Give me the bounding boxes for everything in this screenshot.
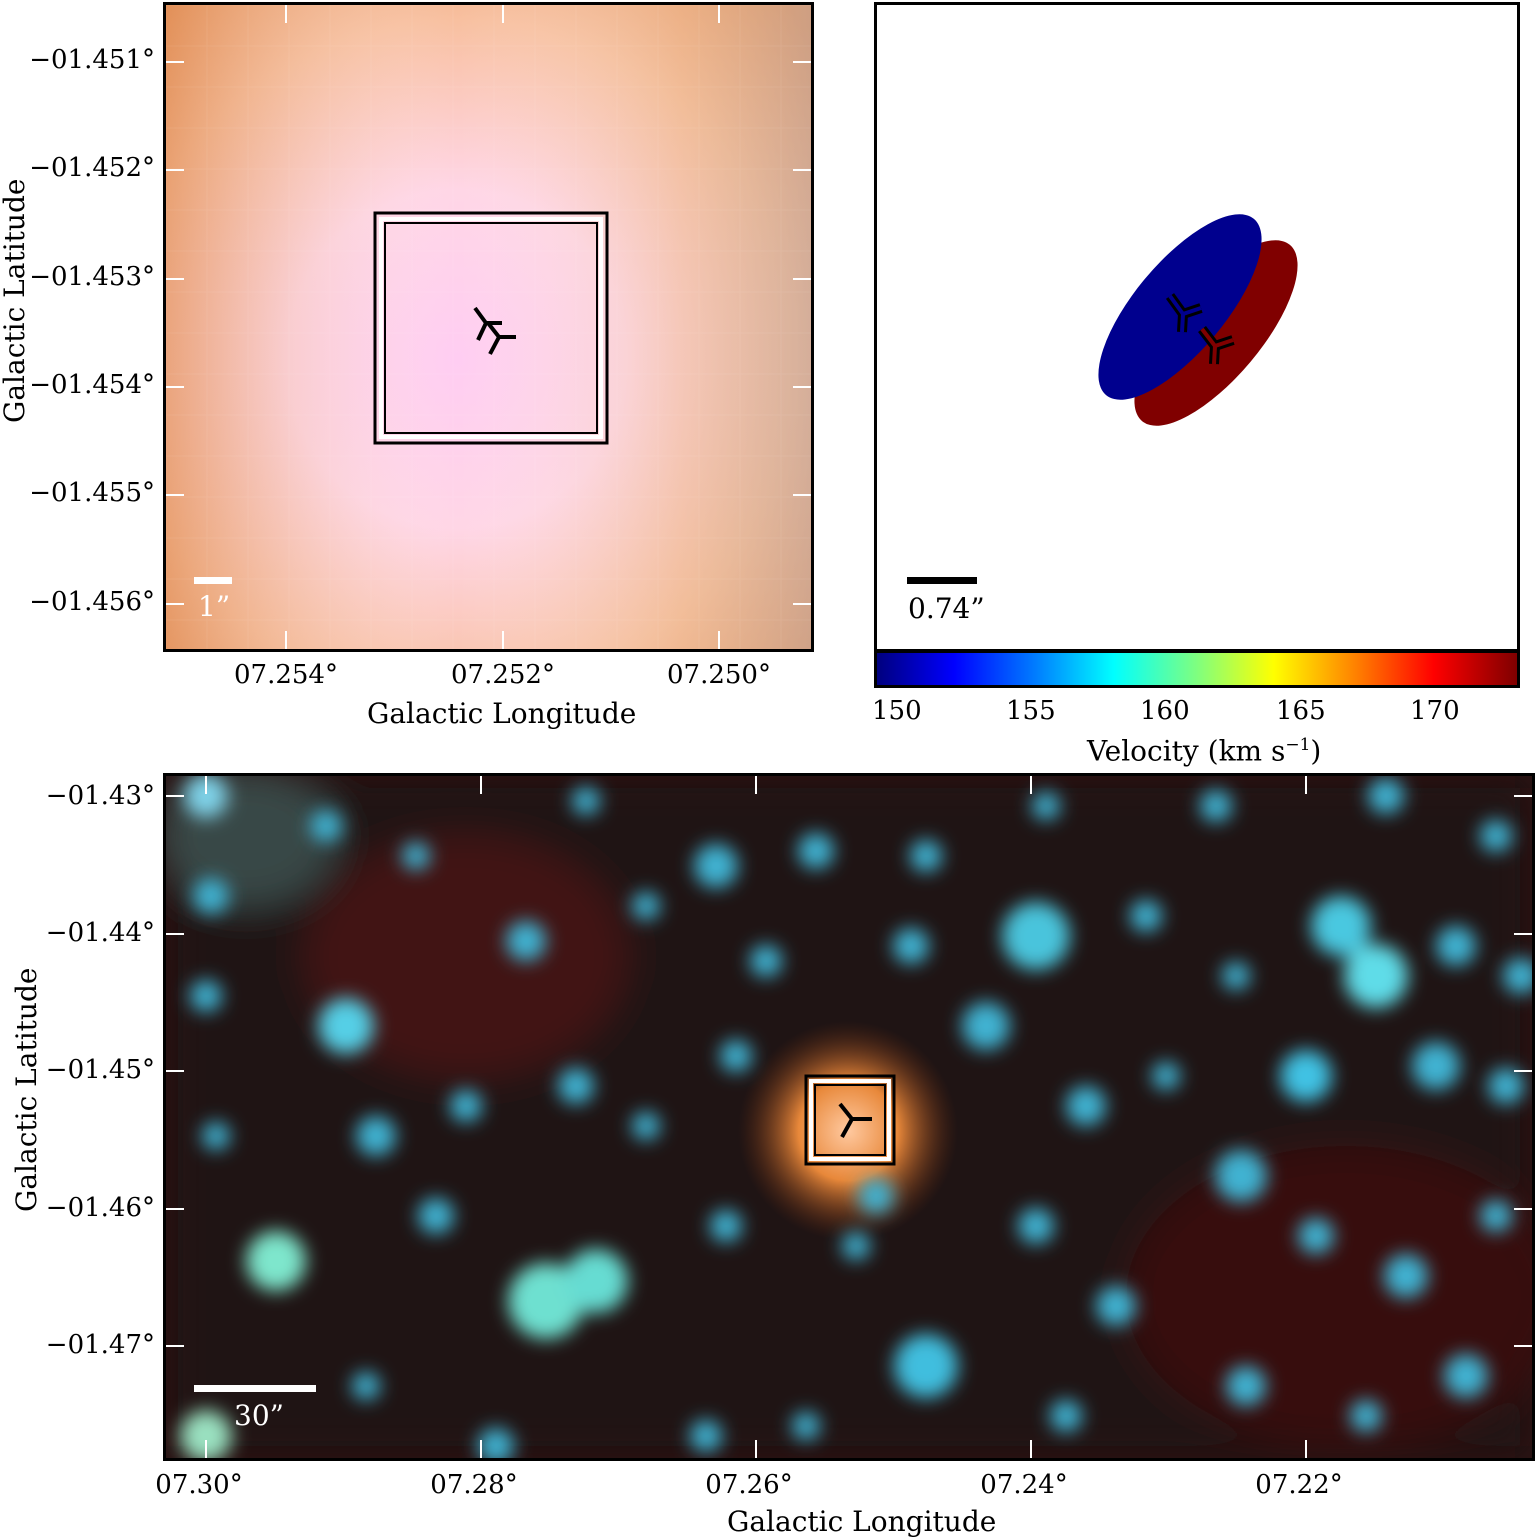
x-tick-label: 07.24° xyxy=(980,1470,1068,1500)
maser-marker-icon xyxy=(838,1102,872,1138)
colorbar-tick-label: 150 xyxy=(872,696,922,726)
tick-marks xyxy=(166,5,811,649)
colorbar-title: Velocity (km s−1) xyxy=(1087,737,1321,765)
colorbar-title-main: Velocity (km s xyxy=(1087,734,1286,768)
x-tick-label: 07.28° xyxy=(430,1470,518,1500)
y-tick-label: −01.455° xyxy=(29,478,155,508)
star-field xyxy=(180,776,1532,1458)
y-tick-label: −01.45° xyxy=(45,1055,155,1085)
y-tick-label: −01.44° xyxy=(45,918,155,948)
scalebar xyxy=(194,1385,316,1392)
colorbar-tick-label: 160 xyxy=(1140,696,1190,726)
y-tick-label: −01.46° xyxy=(45,1193,155,1223)
x-tick-label: 07.26° xyxy=(705,1470,793,1500)
maser-spots xyxy=(907,214,1298,584)
x-tick-label: 07.252° xyxy=(451,660,555,690)
zoom-image-panel: 1” xyxy=(163,2,814,652)
scalebar-label: 1” xyxy=(198,590,231,623)
source-glow xyxy=(738,1021,958,1241)
colorbar-tick-label: 165 xyxy=(1276,696,1326,726)
wide-field-image-panel: 30” xyxy=(163,773,1535,1461)
colorbar-tick-label: 155 xyxy=(1006,696,1056,726)
y-tick-label: −01.452° xyxy=(29,153,155,183)
colorbar-title-end: ) xyxy=(1310,734,1322,768)
zoom-x-axis-title: Galactic Longitude xyxy=(367,697,637,730)
y-tick-label: −01.456° xyxy=(29,587,155,617)
x-tick-label: 07.22° xyxy=(1255,1470,1343,1500)
y-tick-label: −01.451° xyxy=(29,45,155,75)
wide-field-image xyxy=(166,776,1532,1458)
maser-marker-icon xyxy=(473,306,516,355)
x-tick-label: 07.254° xyxy=(234,660,338,690)
y-tick-label: −01.43° xyxy=(45,781,155,811)
maser-map-panel: 0.74” xyxy=(874,2,1520,652)
y-tick-label: −01.453° xyxy=(29,262,155,292)
x-tick-label: 07.30° xyxy=(155,1470,243,1500)
colorbar-tick-label: 170 xyxy=(1410,696,1460,726)
x-tick-label: 07.250° xyxy=(667,660,771,690)
y-tick-label: −01.454° xyxy=(29,370,155,400)
scalebar-label: 30” xyxy=(234,1399,284,1432)
wide-x-axis-title: Galactic Longitude xyxy=(727,1505,997,1538)
wide-y-axis-title: Galactic Latitude xyxy=(10,967,43,1212)
zoom-image xyxy=(166,5,811,649)
colorbar-title-sup: −1 xyxy=(1285,735,1311,755)
outer-box xyxy=(373,211,609,445)
velocity-colorbar xyxy=(874,650,1520,688)
scalebar xyxy=(194,577,232,584)
zoom-y-axis-title: Galactic Latitude xyxy=(0,178,31,423)
zoom-region-box xyxy=(804,1074,896,1166)
y-tick-label: −01.47° xyxy=(45,1330,155,1360)
scalebar xyxy=(907,577,977,584)
tick-marks xyxy=(166,776,1532,1458)
scalebar-label: 0.74” xyxy=(908,592,985,625)
